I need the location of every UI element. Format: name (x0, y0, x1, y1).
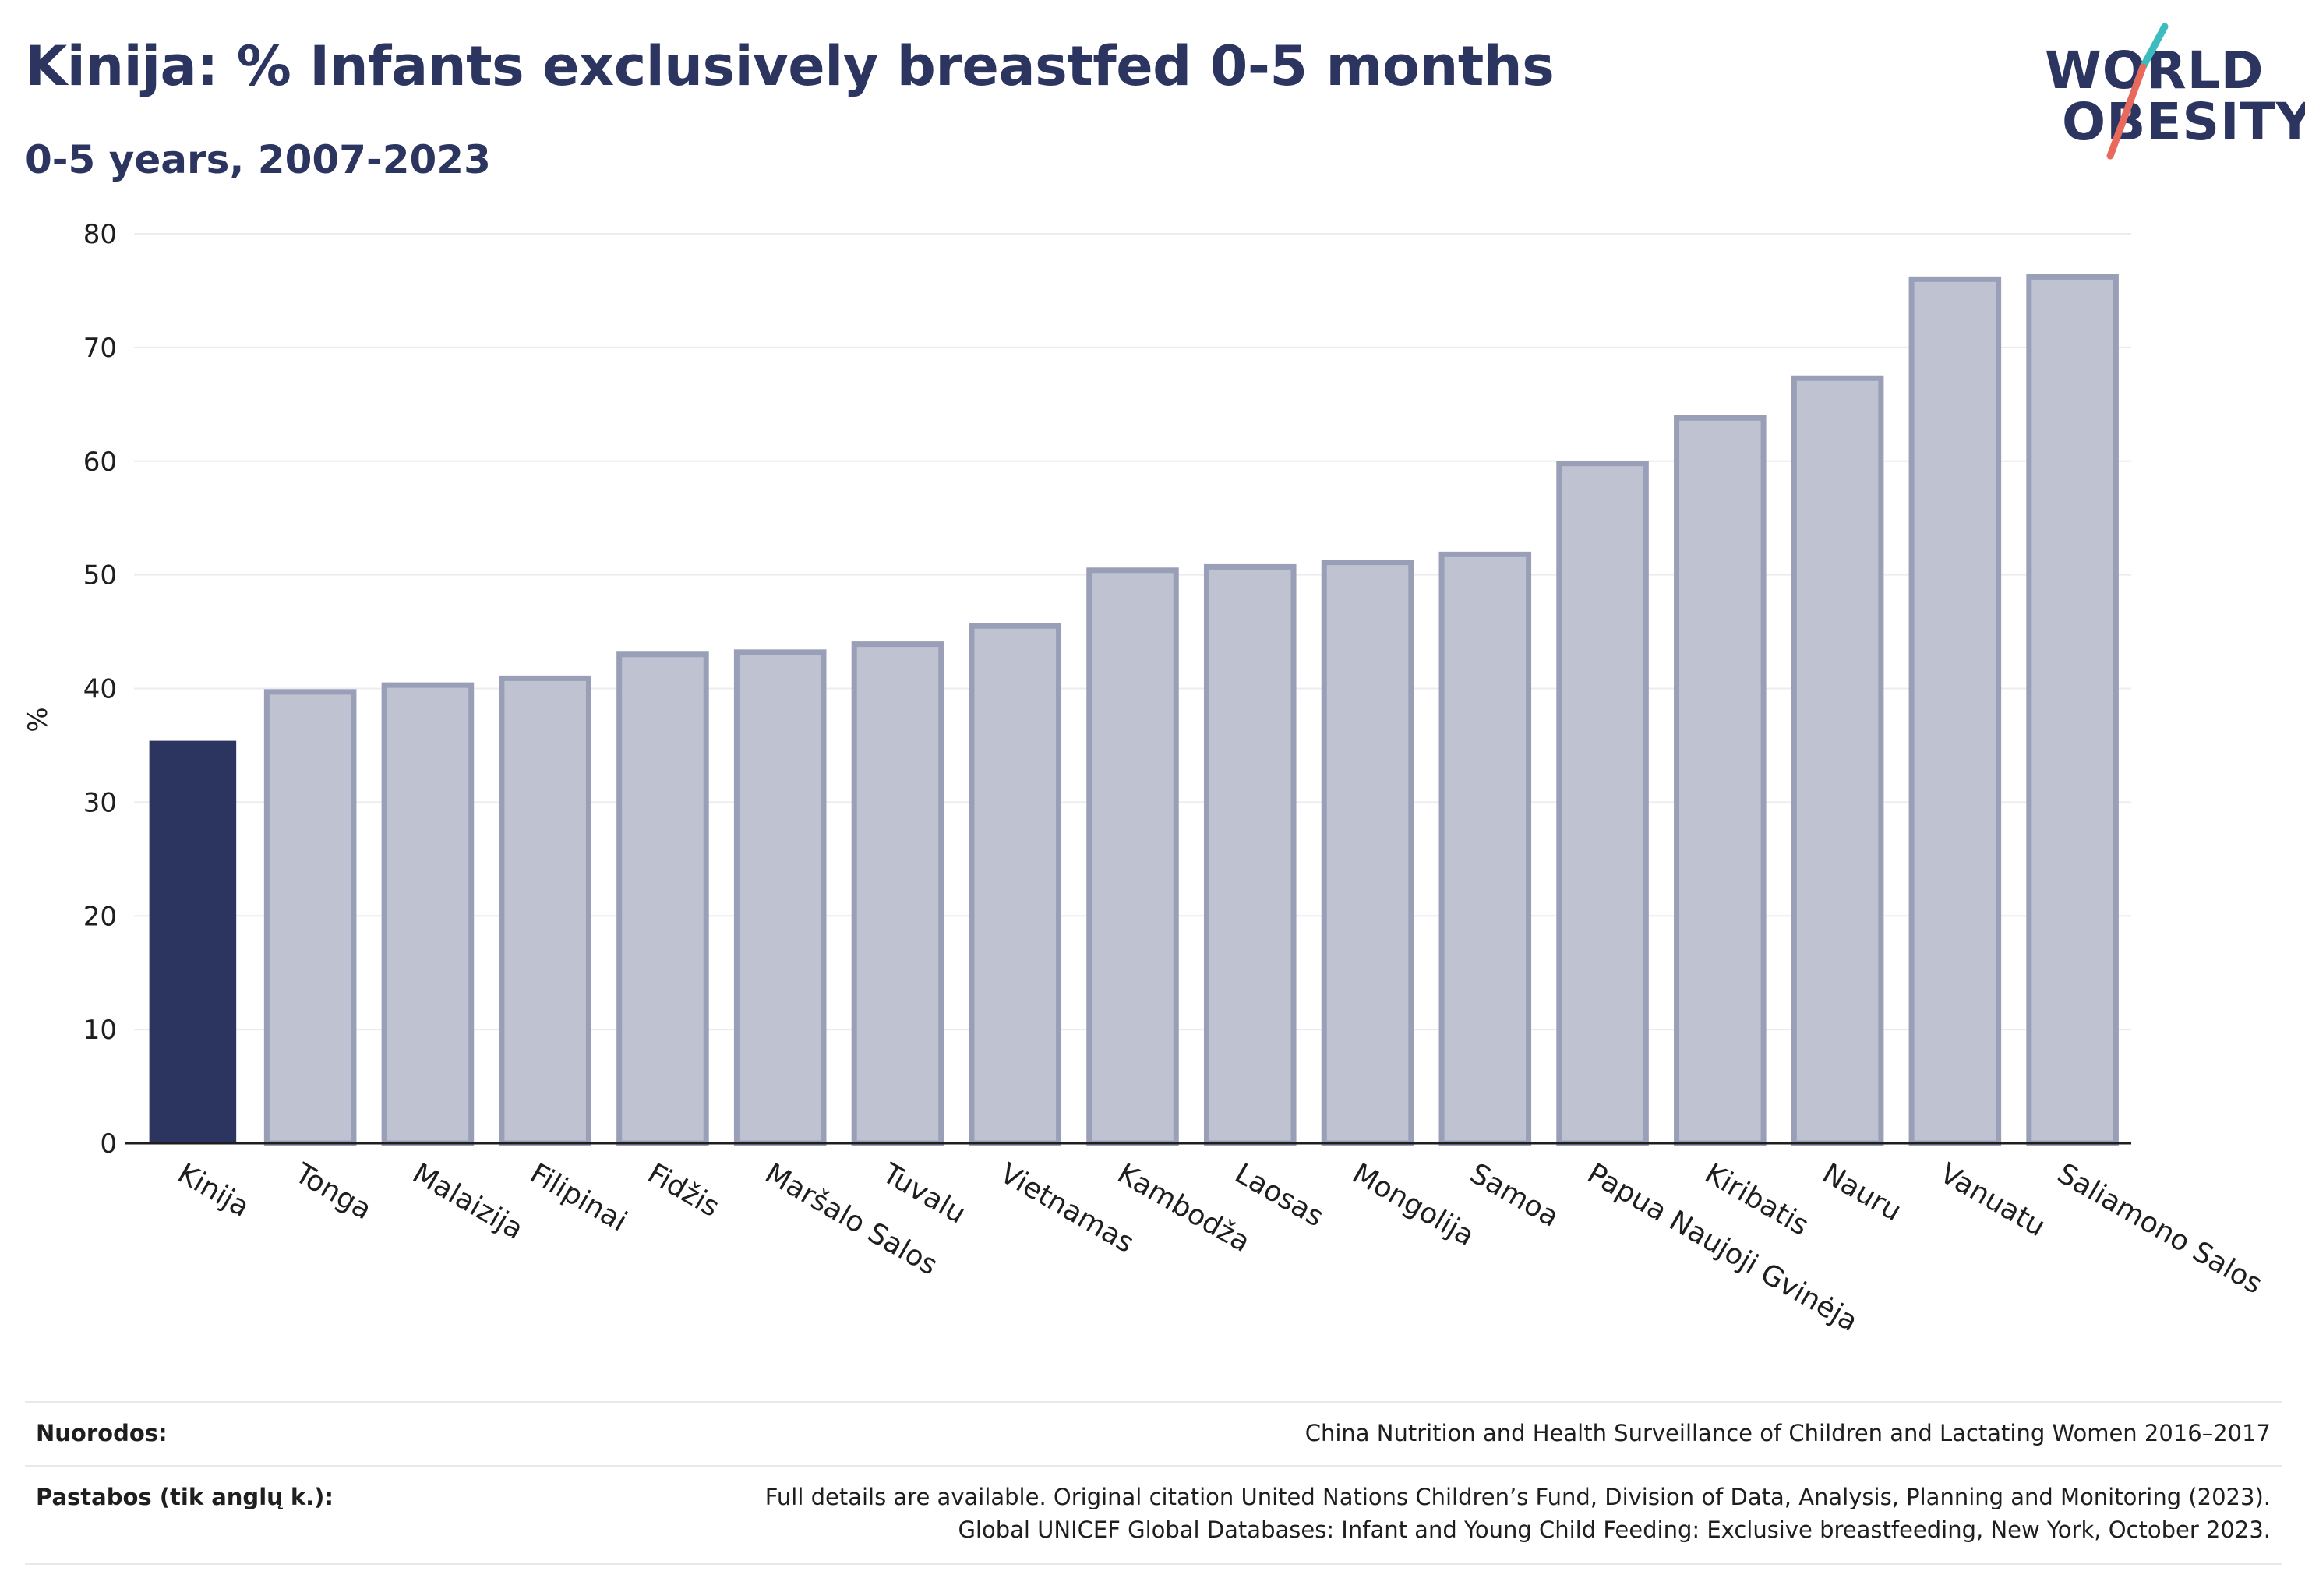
x-tick-label: Vanuatu (1934, 1157, 2050, 1243)
bar-6 (733, 649, 827, 1146)
bar-12 (1438, 551, 1532, 1146)
bar-chart: 0 10 20 30 40 50 60 70 80 Kinija Tonga MalaizijaFil… (23, 219, 2268, 1338)
y-tick-label: 20 (83, 901, 117, 932)
y-tick-label: 0 (100, 1128, 117, 1160)
x-tick-label: Saliamono Salos (2052, 1157, 2268, 1301)
bar-5 (616, 651, 709, 1146)
bar-7 (851, 641, 944, 1146)
x-tick-label: Fidžis (642, 1157, 725, 1223)
bar-14 (1674, 415, 1767, 1146)
logo-text-obesity: OBESITY (2062, 92, 2305, 152)
footer-sources-row: Nuorodos: China Nutrition and Health Sur… (25, 1420, 2282, 1459)
x-tick-label: Mongolija (1347, 1157, 1480, 1252)
bars (149, 274, 2119, 1146)
footer-divider-bottom (25, 1563, 2282, 1565)
y-tick-label: 40 (83, 674, 117, 705)
bar-1 (149, 740, 237, 1143)
x-tick-label: Kambodža (1112, 1157, 1255, 1259)
y-tick-label: 50 (83, 560, 117, 591)
bar-17 (2026, 274, 2119, 1146)
bar-16 (1908, 276, 2002, 1146)
bar-2 (263, 689, 357, 1146)
y-tick-label: 30 (83, 787, 117, 818)
bar-13 (1556, 461, 1649, 1146)
x-tick-label: Samoa (1464, 1157, 1564, 1234)
footer-divider-top (25, 1401, 2282, 1403)
x-tick-label: Laosas (1230, 1157, 1329, 1233)
y-tick-label: 10 (83, 1015, 117, 1046)
sources-label: Nuorodos: (36, 1420, 168, 1446)
bar-11 (1321, 560, 1414, 1146)
x-tick-label: Tuvalu (877, 1157, 971, 1231)
x-tick-label: Tonga (289, 1157, 377, 1227)
notes-text: Full details are available. Original cit… (765, 1481, 2271, 1546)
notes-line-2: Global UNICEF Global Databases: Infant a… (958, 1517, 2271, 1543)
x-tick-label: Kinija (172, 1157, 255, 1223)
bar-9 (1086, 567, 1179, 1146)
notes-label: Pastabos (tik anglų k.): (36, 1484, 334, 1510)
footer-divider-middle (25, 1465, 2282, 1467)
y-tick-label: 80 (83, 219, 117, 250)
x-tick-label: Nauru (1817, 1157, 1907, 1227)
world-obesity-logo: WORLD OBESITY (2034, 19, 2305, 167)
chart-subtitle: 0-5 years, 2007-2023 (25, 137, 491, 182)
bar-15 (1791, 375, 1884, 1146)
notes-line-1: Full details are available. Original cit… (764, 1484, 2271, 1510)
footer-notes-row: Pastabos (tik anglų k.): Full details ar… (25, 1484, 2282, 1562)
x-tick-label: Vietnamas (994, 1157, 1139, 1259)
bar-10 (1203, 563, 1297, 1146)
x-tick-label: Malaizija (407, 1157, 528, 1246)
x-tick-label: Filipinai (524, 1157, 632, 1238)
sources-text: China Nutrition and Health Surveillance … (1304, 1420, 2271, 1446)
chart-title: Kinija: % Infants exclusively breastfed … (25, 34, 1555, 98)
y-axis-label: % (23, 707, 54, 732)
y-tick-label: 60 (83, 447, 117, 478)
y-tick-label: 70 (83, 333, 117, 364)
bar-3 (381, 682, 475, 1146)
bar-4 (499, 675, 591, 1146)
logo-slash-icon (2106, 23, 2169, 160)
bar-8 (969, 623, 1062, 1146)
